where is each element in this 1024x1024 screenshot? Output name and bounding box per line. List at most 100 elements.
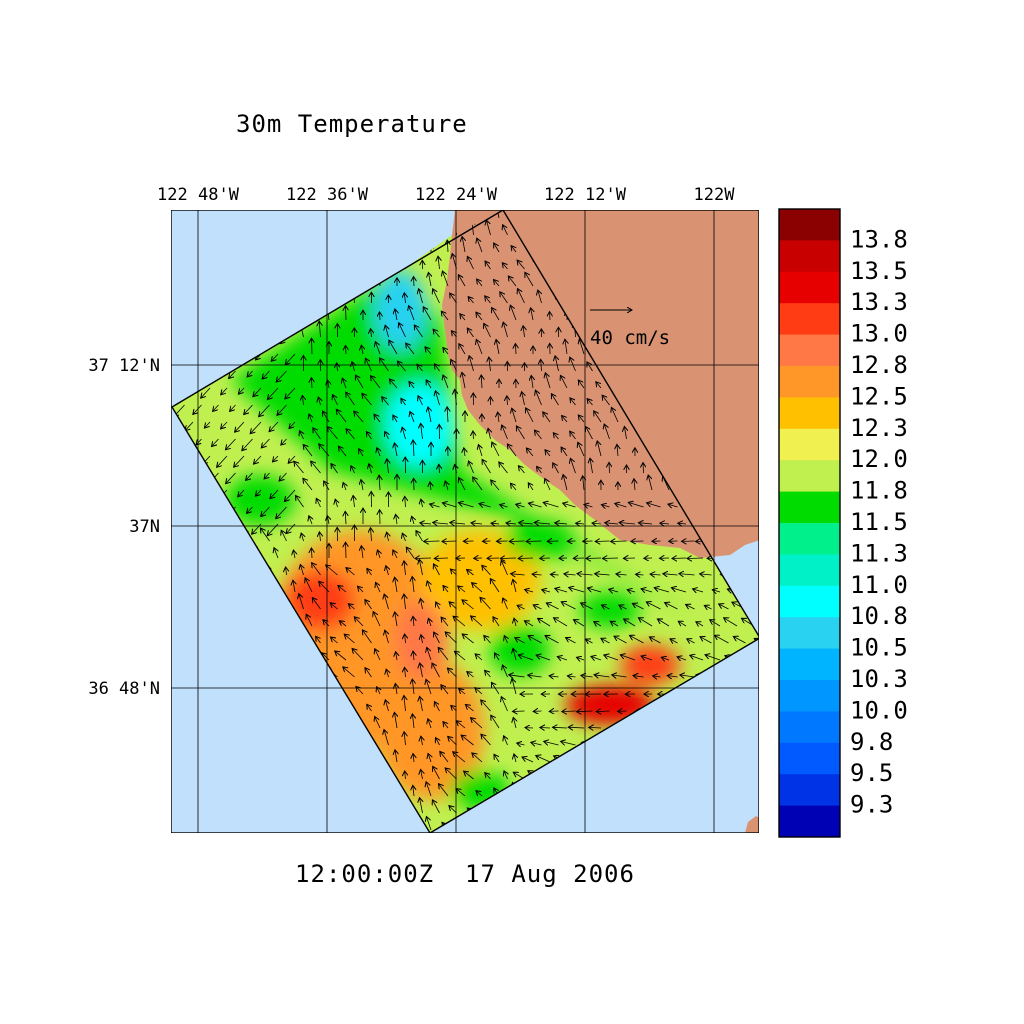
velocity-vector: [592, 523, 602, 524]
velocity-vector: [499, 462, 508, 474]
colorbar-label: 11.3: [850, 539, 908, 567]
velocity-vector: [501, 560, 508, 576]
velocity-vector: [514, 754, 516, 763]
velocity-vector: [452, 254, 457, 270]
velocity-vector: [545, 636, 559, 644]
velocity-vector: [293, 550, 295, 559]
velocity-vector: [212, 438, 219, 447]
velocity-vector: [508, 276, 517, 287]
velocity-vector: [430, 482, 431, 491]
velocity-vector: [634, 479, 635, 491]
velocity-vector: [409, 306, 415, 321]
velocity-vector: [299, 594, 304, 610]
velocity-vector: [471, 523, 483, 524]
colorbar-swatch: [779, 680, 840, 712]
velocity-vector: [420, 798, 423, 814]
velocity-vector: [294, 461, 304, 474]
velocity-vector: [570, 458, 576, 474]
velocity-vector: [380, 312, 381, 321]
velocity-vector: [361, 345, 363, 355]
velocity-vector: [535, 430, 542, 440]
velocity-vector: [482, 565, 491, 576]
velocity-vector: [579, 339, 585, 355]
velocity-vector: [312, 563, 321, 576]
velocity-vector: [476, 312, 483, 321]
velocity-vector: [443, 722, 448, 729]
velocity-vector: [495, 653, 500, 661]
velocity-vector: [447, 407, 448, 423]
velocity-vector: [518, 466, 525, 474]
velocity-vector: [503, 225, 508, 236]
velocity-vector: [614, 636, 627, 644]
velocity-vector: [442, 541, 457, 542]
velocity-vector: [238, 489, 245, 497]
velocity-vector: [494, 754, 500, 763]
velocity-vector: [489, 357, 491, 372]
colorbar-label: 13.0: [850, 320, 908, 348]
velocity-vector: [491, 682, 500, 695]
velocity-vector: [467, 570, 474, 576]
velocity-vector: [615, 503, 627, 507]
velocity-vector: [503, 322, 508, 338]
velocity-vector: [261, 528, 270, 542]
velocity-vector: [435, 364, 440, 372]
velocity-vector: [481, 375, 482, 389]
velocity-vector: [250, 421, 262, 434]
velocity-vector: [302, 396, 303, 406]
colorbar-label: 9.3: [850, 791, 893, 819]
velocity-vector: [433, 766, 440, 780]
velocity-vector: [760, 358, 762, 371]
velocity-vector: [477, 238, 483, 253]
velocity-vector: [696, 622, 704, 626]
velocity-vector: [319, 321, 320, 338]
velocity-vector: [361, 546, 363, 559]
velocity-vector: [387, 532, 389, 542]
velocity-vector: [440, 751, 449, 763]
velocity-vector: [668, 504, 678, 507]
velocity-vector: [453, 752, 466, 763]
velocity-vector: [590, 458, 593, 474]
velocity-vector: [479, 504, 491, 508]
velocity-vector: [498, 412, 499, 423]
velocity-vector: [461, 735, 474, 746]
velocity-vector: [761, 293, 763, 303]
velocity-vector: [434, 702, 440, 712]
velocity-vector: [424, 541, 440, 542]
velocity-vector: [553, 463, 559, 474]
velocity-vector: [586, 427, 593, 440]
velocity-vector: [532, 574, 542, 575]
velocity-vector: [443, 586, 448, 593]
velocity-vector: [641, 589, 653, 592]
velocity-vector: [235, 421, 245, 432]
colorbar-swatch: [779, 648, 840, 681]
velocity-vector: [316, 498, 320, 508]
velocity-vector: [595, 574, 610, 575]
velocity-vector: [564, 574, 576, 575]
velocity-vector: [528, 636, 542, 644]
velocity-vector: [663, 476, 670, 491]
velocity-vector: [395, 309, 397, 321]
map-frame: [171, 210, 763, 833]
velocity-vector: [371, 329, 372, 338]
velocity-vector: [496, 340, 499, 355]
velocity-vector: [535, 390, 542, 406]
velocity-vector: [561, 447, 568, 457]
velocity-vector: [663, 574, 678, 575]
velocity-vector: [467, 672, 474, 678]
velocity-vector: [371, 528, 372, 542]
velocity-vector: [318, 397, 320, 406]
velocity-vector: [604, 424, 610, 440]
velocity-vector: [544, 741, 559, 745]
velocity-vector: [504, 636, 507, 644]
velocity-vector: [217, 455, 228, 467]
velocity-vector: [419, 559, 422, 576]
velocity-vector: [296, 496, 304, 508]
velocity-vector: [578, 442, 585, 457]
lat-label-2: 37N: [129, 517, 160, 537]
velocity-vector: [671, 588, 687, 593]
velocity-vector: [389, 340, 398, 355]
velocity-vector: [366, 432, 372, 440]
velocity-vector: [441, 311, 449, 321]
velocity-vector: [477, 279, 483, 287]
velocity-vector: [710, 620, 721, 627]
